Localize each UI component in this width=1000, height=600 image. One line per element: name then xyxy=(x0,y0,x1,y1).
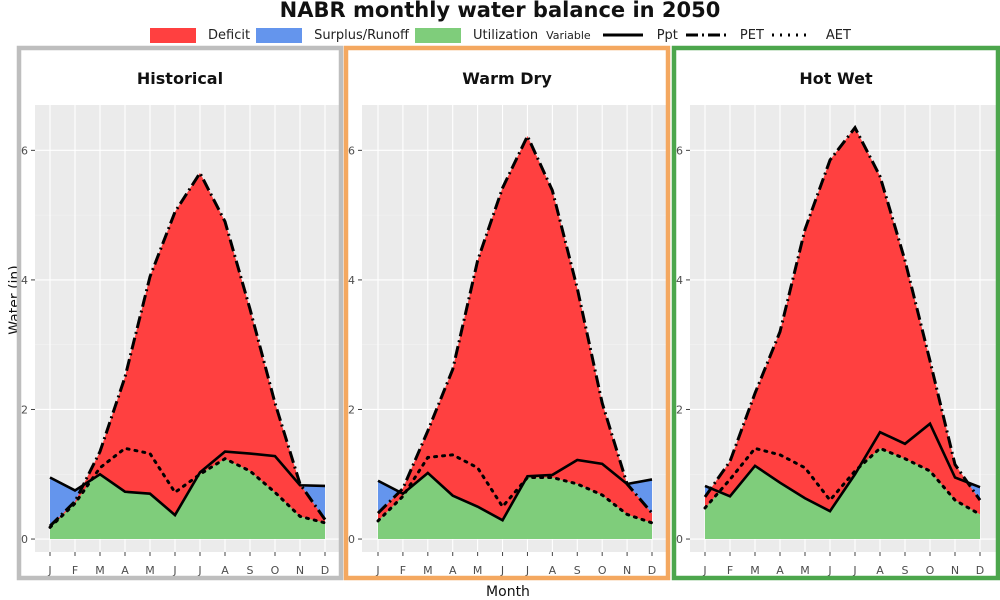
legend-deficit: Deficit xyxy=(150,27,251,43)
panel-frame xyxy=(16,45,344,581)
ppt-line xyxy=(49,450,326,518)
y-tick-label: 0 xyxy=(348,533,355,546)
y-tick-label: 2 xyxy=(348,403,355,416)
pet-line xyxy=(48,170,327,528)
x-tick-label: O xyxy=(271,564,280,577)
x-tick-label: S xyxy=(247,564,254,577)
y-tick-label: 4 xyxy=(348,274,355,287)
chart-title: NABR monthly water balance in 2050 xyxy=(279,0,721,22)
x-tick-label: J xyxy=(852,564,856,577)
legend-aet-label: AET xyxy=(825,27,851,43)
aet-line xyxy=(703,446,982,516)
surplus-area xyxy=(50,477,84,527)
x-tick-label: J xyxy=(172,564,176,577)
x-tick-label: A xyxy=(221,564,229,577)
panel-2: 0 2 4 6 J F M A M J J A S O N D Hot Wet xyxy=(671,45,1000,581)
x-tick-label: F xyxy=(72,564,78,577)
aet-line xyxy=(376,453,654,525)
x-tick-label: D xyxy=(648,564,656,577)
x-tick-label: N xyxy=(951,564,959,577)
x-tick-label: F xyxy=(400,564,406,577)
x-tick-label: S xyxy=(574,564,581,577)
y-tick-label: 6 xyxy=(676,144,683,157)
x-tick-label: D xyxy=(976,564,984,577)
panel-1: 0 2 4 6 J F M A M J J A S O N D Warm Dry xyxy=(343,45,671,581)
x-tick-label: S xyxy=(902,564,909,577)
legend-deficit-swatch xyxy=(150,27,196,43)
legend-aet-line xyxy=(771,33,812,37)
legend-pet: PET xyxy=(684,28,764,43)
x-tick-label: N xyxy=(296,564,304,577)
legend-utilization-swatch xyxy=(415,27,461,43)
x-tick-label: J xyxy=(197,564,201,577)
legend-utilization-label: Utilization xyxy=(473,27,539,43)
y-tick-label: 2 xyxy=(21,403,28,416)
legend-surplus: Surplus/Runoff xyxy=(256,27,409,43)
panel-0: 0 2 4 6 J F M A M J J A S O N D Historical xyxy=(16,45,344,581)
panel-title: Historical xyxy=(137,69,223,88)
ppt-line xyxy=(377,458,653,523)
deficit-area xyxy=(378,136,652,523)
y-tick-label: 6 xyxy=(21,144,28,157)
legend-aet: AET xyxy=(770,28,851,43)
x-tick-label: J xyxy=(375,564,379,577)
legend-ppt: Ppt xyxy=(601,28,678,43)
y-tick-label: 4 xyxy=(676,274,683,287)
legend-ppt-label: Ppt xyxy=(656,27,678,43)
panel-title: Warm Dry xyxy=(462,69,552,88)
legend-ppt-line xyxy=(602,33,643,37)
y-tick-label: 4 xyxy=(21,274,28,287)
x-tick-label: O xyxy=(598,564,607,577)
x-tick-label: J xyxy=(702,564,706,577)
x-tick-label: A xyxy=(449,564,457,577)
x-tick-label: J xyxy=(827,564,831,577)
x-tick-label: M xyxy=(473,564,483,577)
y-tick-label: 6 xyxy=(348,144,355,157)
pet-line xyxy=(376,132,654,515)
x-tick-label: M xyxy=(95,564,105,577)
panel-frame xyxy=(671,45,1000,581)
y-tick-label: 2 xyxy=(676,403,683,416)
legend-deficit-label: Deficit xyxy=(208,27,251,43)
legend-variable-title: Variable xyxy=(546,28,591,42)
panel-frame xyxy=(343,45,671,581)
x-tick-label: A xyxy=(876,564,884,577)
legend-surplus-label: Surplus/Runoff xyxy=(314,27,409,43)
legend-surplus-swatch xyxy=(256,27,303,43)
x-tick-label: M xyxy=(750,564,760,577)
x-tick-label: F xyxy=(727,564,733,577)
x-tick-label: A xyxy=(549,564,557,577)
x-axis-label: Month xyxy=(486,584,530,600)
legend-utilization: Utilization xyxy=(415,27,539,43)
x-tick-label: J xyxy=(47,564,51,577)
deficit-area xyxy=(705,127,980,515)
aet-line xyxy=(48,446,327,529)
legend: Deficit Surplus/Runoff Utilization Varia… xyxy=(150,26,857,44)
x-tick-label: J xyxy=(500,564,504,577)
x-tick-label: A xyxy=(776,564,784,577)
y-tick-label: 0 xyxy=(21,533,28,546)
x-tick-label: A xyxy=(121,564,129,577)
y-tick-label: 0 xyxy=(676,533,683,546)
x-tick-label: M xyxy=(423,564,433,577)
x-tick-label: D xyxy=(321,564,329,577)
pet-line xyxy=(703,124,982,502)
x-tick-label: O xyxy=(926,564,935,577)
legend-pet-line xyxy=(685,33,726,37)
ppt-line xyxy=(704,421,981,513)
x-tick-label: N xyxy=(623,564,631,577)
x-tick-label: M xyxy=(145,564,155,577)
panel-title: Hot Wet xyxy=(799,69,873,88)
x-tick-label: J xyxy=(525,564,529,577)
x-tick-label: M xyxy=(800,564,810,577)
surplus-area xyxy=(378,480,400,514)
legend-pet-label: PET xyxy=(739,27,764,43)
deficit-area xyxy=(50,173,325,528)
